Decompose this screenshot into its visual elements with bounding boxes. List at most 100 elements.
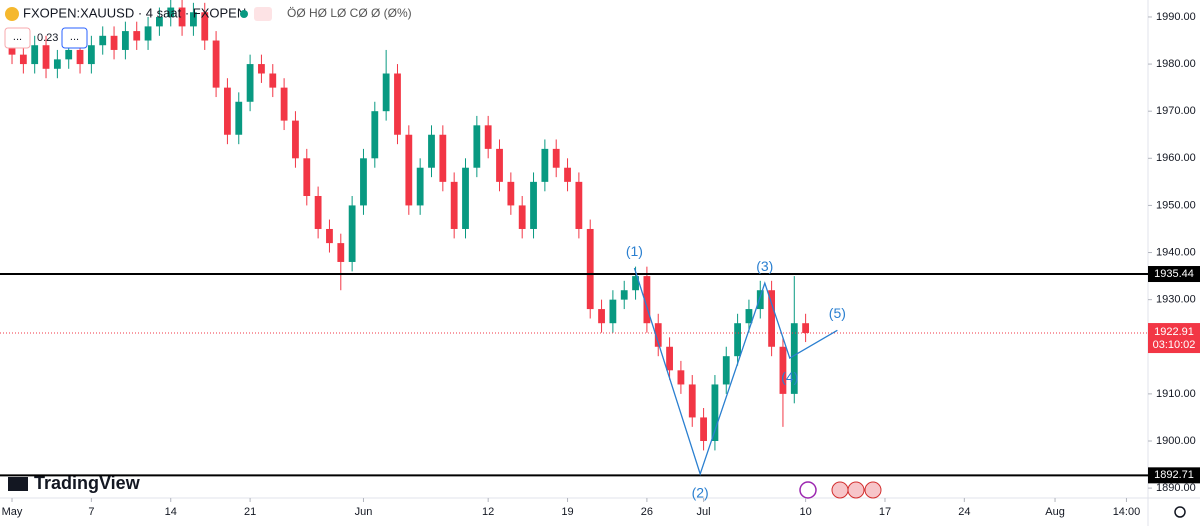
event-icon[interactable]: [864, 481, 882, 499]
candle-body: [190, 12, 197, 27]
candle-body: [405, 134, 413, 206]
candle-body: [337, 243, 345, 262]
candle-body: [711, 384, 719, 441]
y-tick-label: 1940.00: [1156, 246, 1196, 258]
logo-mark: [8, 477, 28, 491]
y-tick-label: 1930.00: [1156, 294, 1196, 306]
y-tick-label: 1950.00: [1156, 199, 1196, 211]
candle-body: [756, 290, 764, 310]
x-tick-label: May: [2, 506, 23, 518]
wave-label: (3): [756, 258, 773, 274]
candle-body: [496, 148, 503, 182]
candle-body: [654, 323, 662, 347]
candle-body: [598, 309, 605, 324]
symbol-icon: [5, 7, 19, 21]
event-icon[interactable]: [799, 481, 817, 499]
candle-body: [155, 16, 163, 27]
x-tick-label: 14: [165, 506, 177, 518]
x-tick-label: Jul: [697, 506, 711, 518]
candle-body: [224, 87, 231, 135]
wave-label: (5): [829, 305, 846, 321]
candle-body: [484, 125, 492, 149]
candle-body: [292, 120, 299, 159]
candle-body: [258, 64, 265, 74]
candle-body: [541, 148, 549, 182]
candle-body: [269, 73, 277, 88]
status-badge: [254, 7, 272, 21]
candle-body: [768, 290, 776, 347]
x-tick-label: 7: [88, 506, 94, 518]
candle-body: [201, 12, 209, 41]
candle-body: [235, 101, 243, 135]
logo: TradingView: [8, 473, 141, 493]
more-button[interactable]: [61, 27, 88, 49]
candle-body: [65, 49, 73, 60]
last-price-box: [1148, 323, 1200, 354]
x-tick-label: 10: [799, 506, 811, 518]
event-icons: [799, 481, 882, 499]
horizontal-line-label: 1935.44: [1154, 268, 1194, 280]
event-icon[interactable]: [847, 481, 865, 499]
candle-body: [53, 59, 61, 69]
button-label[interactable]: ...: [13, 31, 22, 43]
wave-label: (1): [626, 243, 643, 259]
wave-label: (4): [781, 369, 798, 385]
candle-body: [666, 346, 673, 371]
y-tick-label: 1980.00: [1156, 58, 1196, 70]
candle-body: [779, 346, 787, 394]
candle-body: [416, 167, 424, 206]
event-icon[interactable]: [831, 481, 849, 499]
candle-body: [428, 134, 435, 168]
candle-body: [314, 195, 322, 229]
indicator-value: 0.23: [37, 32, 58, 44]
candle-body: [734, 323, 741, 357]
y-tick-label: 1970.00: [1156, 105, 1196, 117]
candle-body: [178, 7, 186, 27]
x-tick-label: Jun: [355, 506, 373, 518]
candle-body: [42, 45, 50, 69]
candle-body: [552, 148, 560, 168]
candle-body: [394, 73, 401, 135]
candle-body: [167, 7, 175, 17]
button-label[interactable]: ...: [70, 31, 79, 43]
symbol: FXOPEN:XAUUSD · 4 saat · FXOPEN: [23, 5, 246, 20]
candle-body: [677, 370, 685, 385]
candle-body: [303, 158, 311, 196]
candle-body: [632, 276, 639, 291]
wave-line: [633, 267, 838, 477]
candle-body: [99, 35, 107, 46]
candle-body: [462, 167, 469, 229]
candle-body: [564, 167, 571, 182]
candle-body: [473, 125, 481, 168]
candle-body: [790, 323, 798, 394]
indicator-button[interactable]: [4, 27, 31, 49]
candle-body: [31, 45, 39, 65]
y-tick-label: 1890.00: [1156, 482, 1196, 494]
x-tick-label: 26: [641, 506, 653, 518]
candle-body: [360, 158, 367, 206]
y-tick-label: 1990.00: [1156, 11, 1196, 23]
candle-body: [326, 228, 333, 244]
candle-body: [586, 228, 594, 310]
candle-body: [575, 181, 583, 229]
x-tick-label: 19: [561, 506, 573, 518]
logo-text: TradingView: [34, 473, 141, 493]
candle-body: [371, 111, 379, 159]
candle-body: [212, 40, 220, 88]
candle-body: [643, 276, 651, 324]
plot-area: [0, 0, 1148, 451]
candle-body: [518, 205, 526, 229]
candle-body: [76, 49, 84, 65]
settings-icon[interactable]: [1174, 506, 1186, 518]
candle-body: [609, 299, 617, 324]
y-tick-label: 1900.00: [1156, 435, 1196, 447]
candle-body: [745, 309, 753, 324]
horizontal-line-box: [1148, 467, 1200, 484]
candle-body: [620, 290, 628, 300]
candle-body: [246, 64, 254, 102]
x-tick-label: 21: [244, 506, 256, 518]
candle-body: [87, 45, 95, 65]
candle-body: [722, 356, 730, 385]
